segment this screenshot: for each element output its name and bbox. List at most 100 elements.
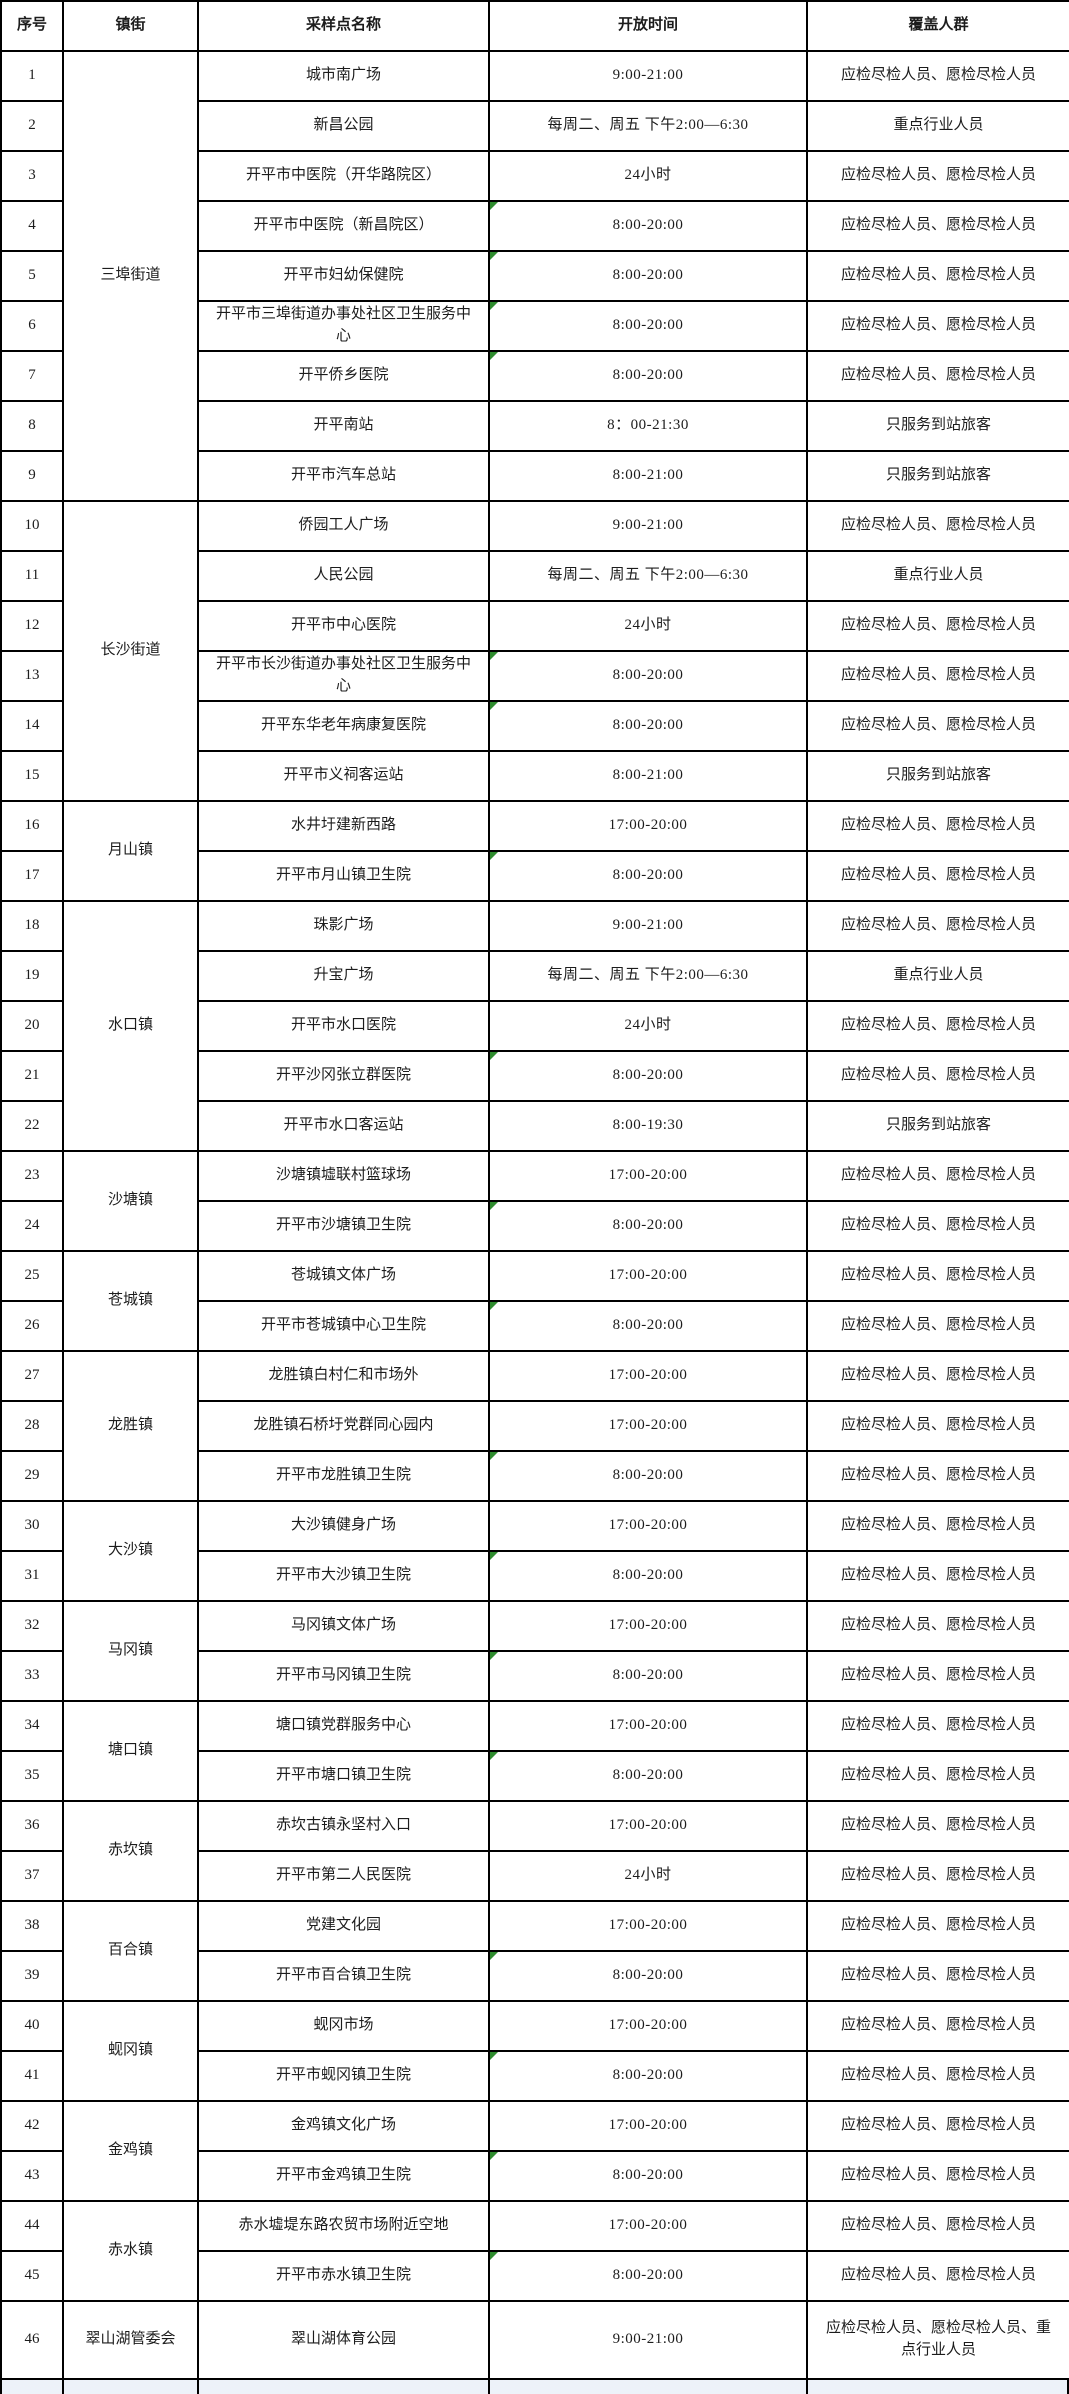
row-number-cell: 36 xyxy=(0,1800,64,1852)
open-time-cell: 8:00-20:00 xyxy=(488,2150,808,2202)
header-col-time: 开放时间 xyxy=(488,0,808,52)
town-cell: 龙胜镇 xyxy=(62,1350,199,1502)
site-name-cell: 升宝广场 xyxy=(197,950,490,1002)
table-row: 40 蚬冈镇 蚬冈市场 17:00-20:00 应检尽检人员、愿检尽检人员 xyxy=(0,2000,1069,2102)
site-name-cell: 开平市义祠客运站 xyxy=(197,750,490,802)
row-number-cell: 4 xyxy=(0,200,64,252)
town-cell: 金鸡镇 xyxy=(62,2100,199,2202)
covered-people-cell: 应检尽检人员、愿检尽检人员 xyxy=(806,1200,1069,1252)
site-name-cell: 开平市蚬冈镇卫生院 xyxy=(197,2050,490,2102)
table-row: 7 开平侨乡医院 8:00-20:00 应检尽检人员、愿检尽检人员 xyxy=(0,350,1069,402)
column-divider xyxy=(197,2380,199,2394)
covered-people-cell: 只服务到站旅客 xyxy=(806,1100,1069,1152)
site-name-cell: 开平市中医院（新昌院区） xyxy=(197,200,490,252)
partial-next-row xyxy=(0,2380,1069,2394)
covered-people-cell: 应检尽检人员、愿检尽检人员 xyxy=(806,850,1069,902)
row-number-cell: 45 xyxy=(0,2250,64,2302)
table-row: 43 开平市金鸡镇卫生院 8:00-20:00 应检尽检人员、愿检尽检人员 xyxy=(0,2150,1069,2202)
header-col-site: 采样点名称 xyxy=(197,0,490,52)
open-time-cell: 8:00-20:00 xyxy=(488,350,808,402)
covered-people-cell: 应检尽检人员、愿检尽检人员 xyxy=(806,1850,1069,1902)
table-row: 46 翠山湖管委会 翠山湖体育公园 9:00-21:00 应检尽检人员、愿检尽检人员、重… xyxy=(0,2300,1069,2380)
open-time-cell: 17:00-20:00 xyxy=(488,2100,808,2152)
site-name-cell: 开平市沙塘镇卫生院 xyxy=(197,1200,490,1252)
table-row: 9 开平市汽车总站 8:00-21:00 只服务到站旅客 xyxy=(0,450,1069,502)
covered-people-cell: 重点行业人员 xyxy=(806,100,1069,152)
covered-people-cell: 应检尽检人员、愿检尽检人员 xyxy=(806,1500,1069,1552)
site-name-cell: 开平市龙胜镇卫生院 xyxy=(197,1450,490,1502)
covered-people-cell: 应检尽检人员、愿检尽检人员 xyxy=(806,700,1069,752)
site-name-cell: 开平东华老年病康复医院 xyxy=(197,700,490,752)
site-name-cell: 开平市大沙镇卫生院 xyxy=(197,1550,490,1602)
covered-people-cell: 应检尽检人员、愿检尽检人员 xyxy=(806,2000,1069,2052)
table-row: 2 新昌公园 每周二、周五 下午2:00—6:30 重点行业人员 xyxy=(0,100,1069,152)
open-time-cell: 8:00-20:00 xyxy=(488,1550,808,1602)
site-name-cell: 新昌公园 xyxy=(197,100,490,152)
table-row: 10 长沙街道 侨园工人广场 9:00-21:00 应检尽检人员、愿检尽检人员 xyxy=(0,500,1069,802)
row-number-cell: 5 xyxy=(0,250,64,302)
town-cell: 蚬冈镇 xyxy=(62,2000,199,2102)
town-cell: 塘口镇 xyxy=(62,1700,199,1802)
open-time-cell: 8:00-20:00 xyxy=(488,700,808,752)
covered-people-cell: 应检尽检人员、愿检尽检人员 xyxy=(806,1150,1069,1202)
town-cell: 翠山湖管委会 xyxy=(62,2300,199,2380)
open-time-cell: 17:00-20:00 xyxy=(488,1600,808,1652)
site-name-cell: 翠山湖体育公园 xyxy=(197,2300,490,2380)
open-time-cell: 24小时 xyxy=(488,150,808,202)
open-time-cell: 8:00-19:30 xyxy=(488,1100,808,1152)
site-name-cell: 开平市水口客运站 xyxy=(197,1100,490,1152)
table-row: 12 开平市中心医院 24小时 应检尽检人员、愿检尽检人员 xyxy=(0,600,1069,652)
site-name-cell: 开平市第二人民医院 xyxy=(197,1850,490,1902)
table-row: 30 大沙镇 大沙镇健身广场 17:00-20:00 应检尽检人员、愿检尽检人员 xyxy=(0,1500,1069,1602)
covered-people-cell: 重点行业人员 xyxy=(806,950,1069,1002)
site-name-cell: 开平市百合镇卫生院 xyxy=(197,1950,490,2002)
table-row: 36 赤坎镇 赤坎古镇永坚村入口 17:00-20:00 应检尽检人员、愿检尽检人员 xyxy=(0,1800,1069,1902)
covered-people-cell: 应检尽检人员、愿检尽检人员 xyxy=(806,1800,1069,1852)
open-time-cell: 8:00-20:00 xyxy=(488,300,808,352)
covered-people-cell: 应检尽检人员、愿检尽检人员 xyxy=(806,1250,1069,1302)
site-name-cell: 开平南站 xyxy=(197,400,490,452)
row-number-cell: 42 xyxy=(0,2100,64,2152)
open-time-cell: 17:00-20:00 xyxy=(488,800,808,852)
header-col-people: 覆盖人群 xyxy=(806,0,1069,52)
row-number-cell: 44 xyxy=(0,2200,64,2252)
table-row: 26 开平市苍城镇中心卫生院 8:00-20:00 应检尽检人员、愿检尽检人员 xyxy=(0,1300,1069,1352)
open-time-cell: 17:00-20:00 xyxy=(488,1350,808,1402)
row-number-cell: 34 xyxy=(0,1700,64,1752)
table-row: 29 开平市龙胜镇卫生院 8:00-20:00 应检尽检人员、愿检尽检人员 xyxy=(0,1450,1069,1502)
table-row: 18 水口镇 珠影广场 9:00-21:00 应检尽检人员、愿检尽检人员 xyxy=(0,900,1069,1152)
site-name-cell: 开平市中心医院 xyxy=(197,600,490,652)
row-number-cell: 8 xyxy=(0,400,64,452)
town-cell: 月山镇 xyxy=(62,800,199,902)
table-row: 33 开平市马冈镇卫生院 8:00-20:00 应检尽检人员、愿检尽检人员 xyxy=(0,1650,1069,1702)
covered-people-cell: 应检尽检人员、愿检尽检人员 xyxy=(806,800,1069,852)
covered-people-cell: 应检尽检人员、愿检尽检人员 xyxy=(806,2100,1069,2152)
site-name-cell: 开平市赤水镇卫生院 xyxy=(197,2250,490,2302)
open-time-cell: 24小时 xyxy=(488,1000,808,1052)
row-number-cell: 35 xyxy=(0,1750,64,1802)
open-time-cell: 8:00-20:00 xyxy=(488,1050,808,1102)
open-time-cell: 17:00-20:00 xyxy=(488,1900,808,1952)
open-time-cell: 9:00-21:00 xyxy=(488,2300,808,2380)
open-time-cell: 8:00-20:00 xyxy=(488,850,808,902)
row-number-cell: 46 xyxy=(0,2300,64,2380)
row-number-cell: 20 xyxy=(0,1000,64,1052)
row-number-cell: 25 xyxy=(0,1250,64,1302)
table-row: 37 开平市第二人民医院 24小时 应检尽检人员、愿检尽检人员 xyxy=(0,1850,1069,1902)
covered-people-cell: 应检尽检人员、愿检尽检人员 xyxy=(806,350,1069,402)
table-row: 23 沙塘镇 沙塘镇墟联村篮球场 17:00-20:00 应检尽检人员、愿检尽检人员 xyxy=(0,1150,1069,1252)
row-number-cell: 23 xyxy=(0,1150,64,1202)
open-time-cell: 17:00-20:00 xyxy=(488,1700,808,1752)
open-time-cell: 每周二、周五 下午2:00—6:30 xyxy=(488,950,808,1002)
open-time-cell: 17:00-20:00 xyxy=(488,1400,808,1452)
open-time-cell: 8:00-20:00 xyxy=(488,1650,808,1702)
open-time-cell: 8:00-21:00 xyxy=(488,450,808,502)
column-divider xyxy=(806,2380,808,2394)
covered-people-cell: 应检尽检人员、愿检尽检人员 xyxy=(806,1950,1069,2002)
covered-people-cell: 应检尽检人员、愿检尽检人员 xyxy=(806,1750,1069,1802)
site-name-cell: 塘口镇党群服务中心 xyxy=(197,1700,490,1752)
site-name-cell: 开平市中医院（开华路院区） xyxy=(197,150,490,202)
town-cell: 三埠街道 xyxy=(62,50,199,502)
